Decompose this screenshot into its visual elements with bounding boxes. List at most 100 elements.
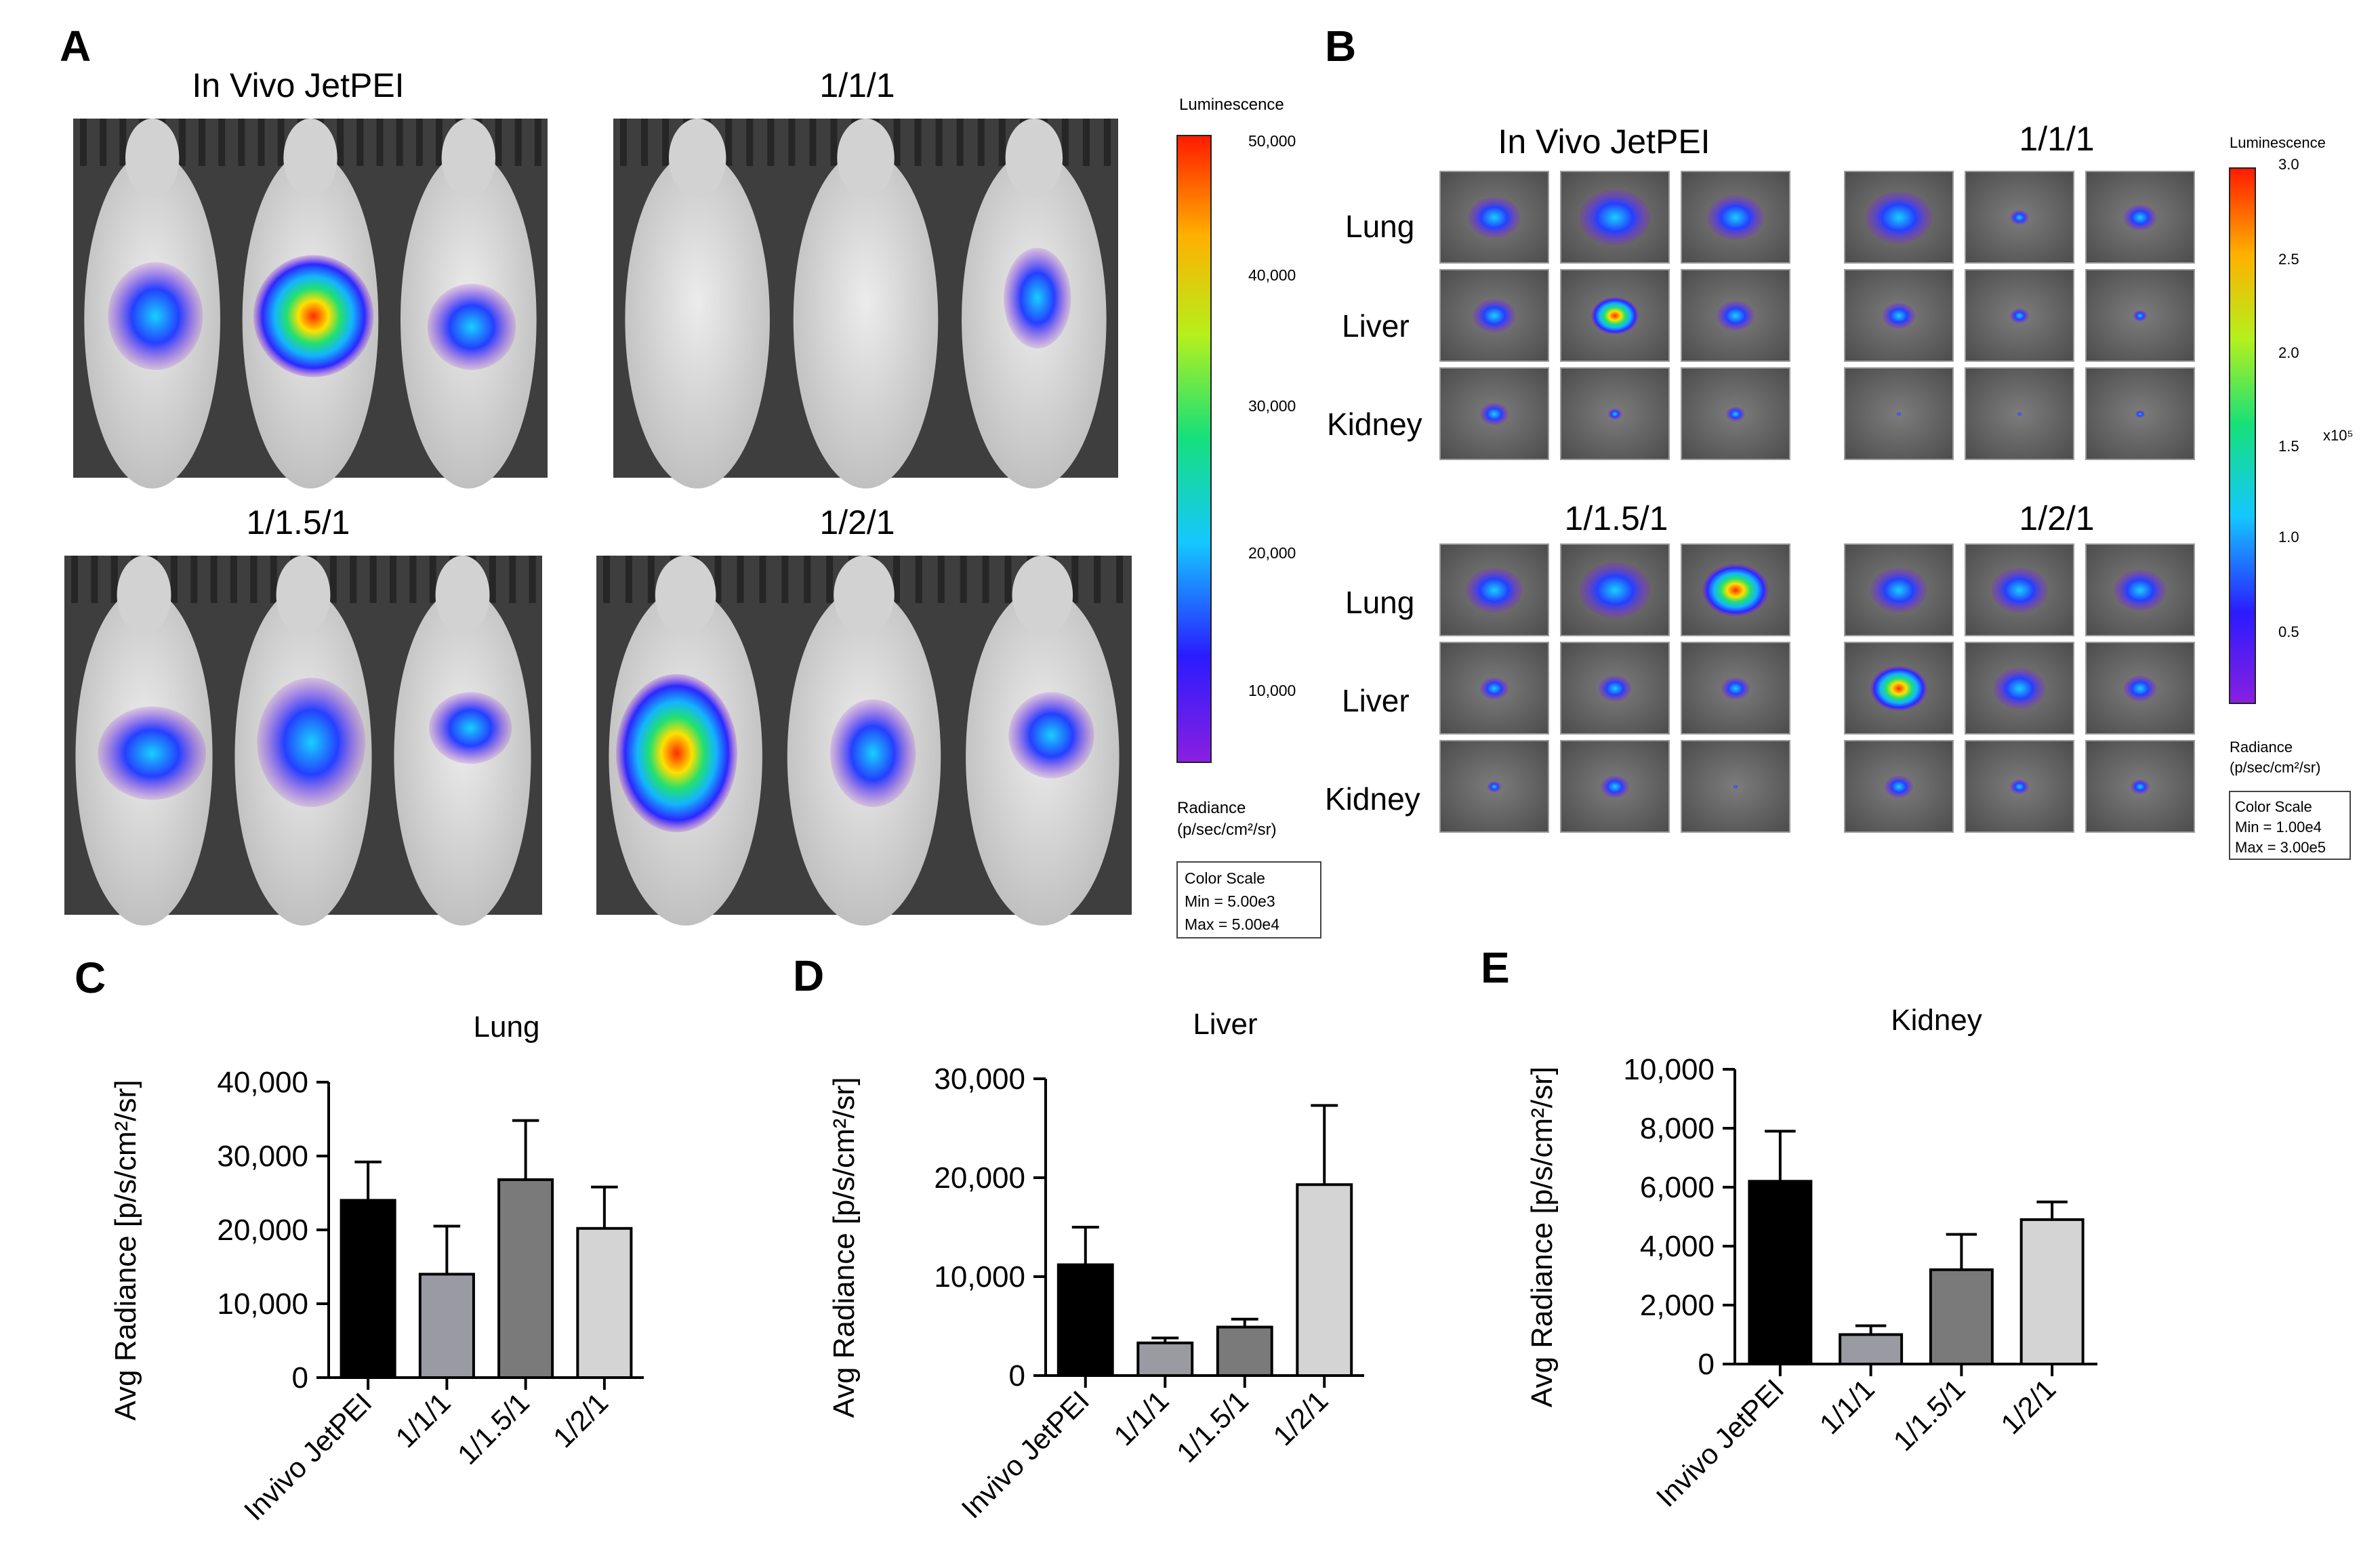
panel-letter-e: E — [1481, 943, 1510, 992]
colorbar-b-tick: 3.0 — [2278, 156, 2299, 173]
colorbar-a-scale-box — [1176, 861, 1321, 938]
luminescence-signal — [1707, 195, 1764, 240]
luminescence-signal — [1726, 407, 1745, 421]
x-tick-label: Invivo JetPEI — [1650, 1373, 1790, 1513]
x-tick-label: 1/2/1 — [1994, 1373, 2061, 1440]
colorbar-a-tick: 10,000 — [1248, 682, 1296, 699]
colorbar-b-tick: 0.5 — [2278, 623, 2299, 640]
colorbar-b-title: Luminescence — [2230, 134, 2326, 151]
luminescence-signal — [253, 255, 374, 377]
panel-b-title-121: 1/2/1 — [2019, 499, 2094, 537]
y-tick-label: 20,000 — [934, 1161, 1025, 1195]
y-axis-label: Avg Radiance [p/s/cm²/sr] — [109, 1080, 142, 1421]
mouse-silhouette — [793, 150, 939, 489]
luminescence-signal — [1702, 564, 1769, 617]
organ-tile — [1965, 543, 2074, 636]
panel-a-title-jetpei: In Vivo JetPEI — [192, 66, 404, 104]
luminescence-signal — [1591, 297, 1639, 335]
organ-tile — [1560, 269, 1670, 362]
y-tick-label: 8,000 — [1640, 1112, 1715, 1145]
bar — [1929, 1268, 1994, 1366]
luminescence-signal — [615, 674, 738, 833]
luminescence-signal — [1480, 677, 1509, 700]
luminescence-signal — [2010, 210, 2029, 225]
colorbar-a-title: Luminescence — [1179, 96, 1284, 114]
x-tick-label: 1/1/1 — [1813, 1373, 1881, 1440]
colorbar-b-exponent: x10⁵ — [2323, 427, 2354, 444]
panel-a-title-1151: 1/1.5/1 — [247, 503, 350, 541]
y-tick-label: 4,000 — [1640, 1230, 1715, 1263]
organ-label-lung: Lung — [1345, 585, 1414, 620]
luminescence-signal — [1008, 692, 1094, 779]
luminescence-signal — [1885, 775, 1913, 798]
luminescence-signal — [1721, 677, 1750, 700]
bar-charts: C Lung Avg Radiance [p/s/cm²/sr] 0 10,000 20,… — [75, 943, 2097, 1527]
organ-group-jetpei — [1439, 171, 1790, 460]
bar — [418, 1273, 475, 1380]
y-tick-label: 30,000 — [217, 1140, 308, 1173]
bar — [1136, 1341, 1194, 1377]
luminescence-signal — [108, 262, 203, 370]
panel-letter-c: C — [75, 953, 106, 1002]
x-tick-label: Invivo JetPEI — [956, 1384, 1096, 1525]
x-tick-label: 1/2/1 — [547, 1386, 614, 1453]
bar — [1216, 1325, 1273, 1377]
y-tick-label: 30,000 — [934, 1063, 1025, 1096]
y-tick-label: 10,000 — [934, 1260, 1025, 1294]
colorbar-b-unit: Radiance — [2230, 739, 2293, 756]
x-tick-label: 1/2/1 — [1267, 1384, 1334, 1451]
luminescence-signal — [1882, 302, 1916, 329]
luminescence-signal — [2114, 569, 2167, 611]
panel-b-title-111: 1/1/1 — [2019, 120, 2094, 158]
chart-title: Liver — [1193, 1008, 1257, 1041]
luminescence-signal — [257, 678, 366, 807]
x-tick-label: 1/1.5/1 — [1170, 1384, 1254, 1468]
colorbar-a-scale-max: Max = 5.00e4 — [1185, 915, 1279, 933]
x-tick-label: 1/1/1 — [1107, 1384, 1174, 1451]
luminescence-signal — [2123, 204, 2157, 231]
bar — [340, 1199, 396, 1380]
panel-letter-b: B — [1325, 22, 1356, 70]
luminescence-signal — [1466, 568, 1523, 613]
colorbar-a-unit-2: (p/sec/cm²/sr) — [1177, 821, 1277, 839]
y-tick-label: 0 — [1698, 1348, 1715, 1381]
y-axis-label: Avg Radiance [p/s/cm²/sr] — [827, 1077, 861, 1418]
luminescence-signal — [2133, 310, 2148, 322]
organ-group-121 — [1844, 543, 2195, 833]
organ-label-kidney: Kidney — [1327, 407, 1422, 442]
luminescence-signal — [1870, 568, 1927, 613]
luminescence-signal — [1004, 247, 1071, 349]
x-tick-label: 1/1.5/1 — [1887, 1373, 1971, 1457]
luminescence-signal — [1896, 412, 1902, 416]
luminescence-signal — [1598, 675, 1632, 702]
luminescence-signal — [1866, 191, 1932, 244]
organ-group-1151 — [1439, 543, 1790, 833]
colorbar-a-tick: 50,000 — [1248, 132, 1296, 150]
y-tick-label: 0 — [292, 1361, 308, 1395]
colorbar-b-tick: 1.0 — [2278, 529, 2299, 545]
luminescence-signal — [1480, 403, 1509, 426]
colorbar-b-tick: 1.5 — [2278, 438, 2299, 455]
colorbar-a-tick: 30,000 — [1248, 397, 1296, 415]
mouse-panel-121 — [596, 556, 1132, 926]
mouse-silhouette — [625, 150, 770, 489]
organ-image-tiles — [1439, 171, 2195, 833]
colorbar-b-scale-line: Color Scale — [2235, 798, 2312, 815]
colorbar-b-scale-max: Max = 3.00e5 — [2235, 839, 2326, 856]
panel-b-title-1151: 1/1.5/1 — [1565, 499, 1668, 537]
x-tick-label: 1/1.5/1 — [451, 1386, 535, 1470]
colorbar-a-unit: Radiance — [1177, 799, 1246, 817]
luminescence-signal — [1468, 197, 1521, 239]
luminescence-signal — [1993, 667, 2046, 709]
colorbar-b-scale-box — [2229, 791, 2351, 860]
x-tick-label: Invivo JetPEI — [238, 1386, 378, 1527]
luminescence-signal — [1733, 785, 1738, 789]
colorbar-a-tick: 40,000 — [1248, 266, 1296, 284]
colorbar-a-scale-line: Color Scale — [1185, 869, 1265, 887]
organ-tile — [2085, 367, 2195, 460]
organ-label-liver: Liver — [1342, 308, 1410, 344]
y-tick-label: 10,000 — [217, 1287, 308, 1321]
bar — [497, 1178, 554, 1379]
colorbar-a-tick: 20,000 — [1248, 544, 1296, 562]
